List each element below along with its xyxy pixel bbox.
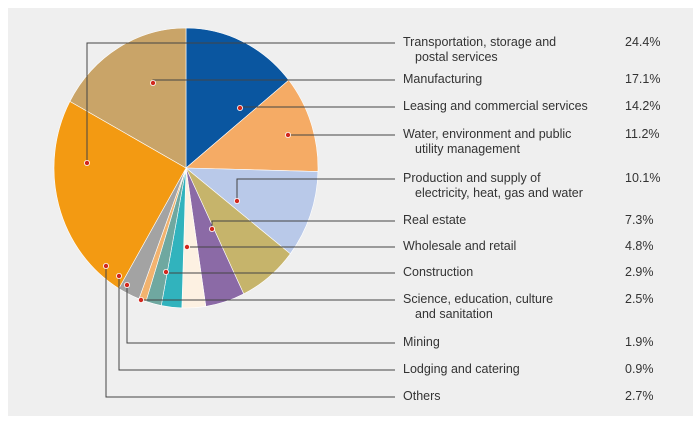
legend-label: Production and supply of electricity, he… xyxy=(403,171,583,200)
legend-value: 0.9% xyxy=(625,362,654,376)
legend-value: 7.3% xyxy=(625,213,654,227)
pie-slice xyxy=(69,27,187,169)
legend-value: 2.7% xyxy=(625,389,654,403)
legend-label: Construction xyxy=(403,265,474,279)
legend-value: 24.4% xyxy=(625,35,661,49)
legend-label: Wholesale and retail xyxy=(403,239,517,253)
legend-label: Leasing and commercial services xyxy=(403,99,588,113)
leader-line xyxy=(86,42,395,163)
leader-line xyxy=(236,178,395,201)
legend-label: Manufacturing xyxy=(403,72,483,86)
legend-value: 14.2% xyxy=(625,99,661,113)
legend-value: 4.8% xyxy=(625,239,654,253)
legend-value: 2.9% xyxy=(625,265,654,279)
legend-label: Transportation, storage and postal servi… xyxy=(403,35,557,64)
pie-slice xyxy=(185,27,290,169)
leader-dot xyxy=(162,268,169,275)
leader-dot xyxy=(284,131,291,138)
leader-line xyxy=(118,276,395,371)
leader-dot xyxy=(103,262,110,269)
leader-dot xyxy=(208,225,215,232)
leader-dot xyxy=(236,105,243,112)
legend-value: 10.1% xyxy=(625,171,661,185)
legend-label: Science, education, culture and sanitati… xyxy=(403,292,554,321)
leader-dot xyxy=(149,80,156,87)
leader-dot xyxy=(84,159,91,166)
pie-slice xyxy=(185,167,319,255)
leader-dot xyxy=(137,296,144,303)
legend-value: 1.9% xyxy=(625,335,654,349)
leader-dot xyxy=(116,272,123,279)
leader-line xyxy=(105,266,395,398)
legend-label: Water, environment and public utility ma… xyxy=(403,127,572,156)
legend-label: Others xyxy=(403,389,441,403)
leader-line xyxy=(126,285,395,344)
leader-dot xyxy=(183,243,190,250)
leader-dot xyxy=(124,281,131,288)
pie-slice xyxy=(185,79,319,172)
legend-label: Real estate xyxy=(403,213,467,227)
legend-value: 2.5% xyxy=(625,292,654,306)
legend-label: Lodging and catering xyxy=(403,362,520,376)
leader-dot xyxy=(233,197,240,204)
legend-value: 17.1% xyxy=(625,72,661,86)
legend-label: Mining xyxy=(403,335,440,349)
legend-value: 11.2% xyxy=(625,127,660,141)
